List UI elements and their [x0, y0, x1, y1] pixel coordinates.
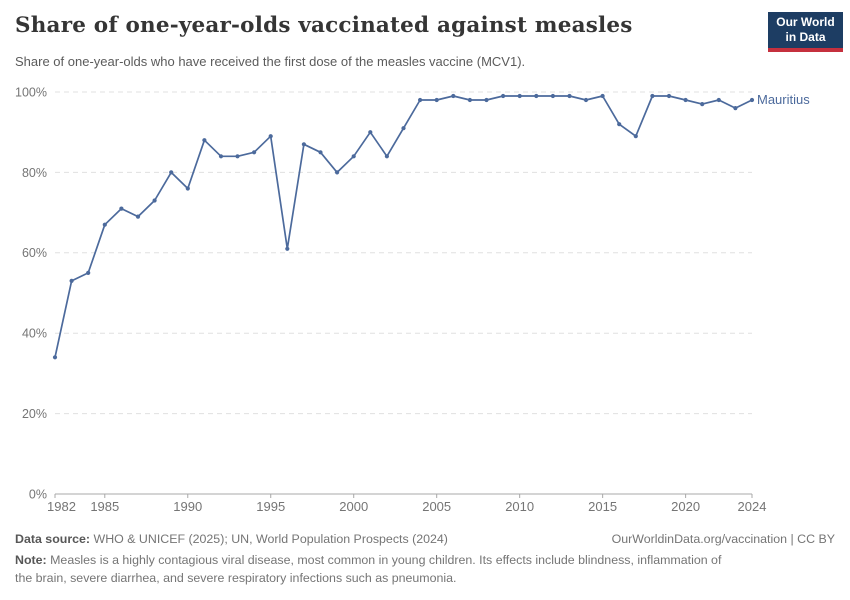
- data-point[interactable]: [252, 150, 257, 155]
- data-point[interactable]: [401, 126, 406, 131]
- x-axis-tick-label: 2024: [738, 499, 767, 514]
- data-point[interactable]: [202, 138, 207, 143]
- data-point[interactable]: [617, 122, 622, 127]
- data-point[interactable]: [218, 154, 224, 159]
- data-point[interactable]: [650, 93, 655, 99]
- data-point[interactable]: [418, 97, 423, 103]
- data-point[interactable]: [318, 150, 323, 155]
- data-point[interactable]: [102, 222, 107, 227]
- owid-logo-line2: in Data: [785, 30, 826, 44]
- data-point[interactable]: [69, 278, 74, 283]
- data-point[interactable]: [434, 97, 439, 103]
- y-axis-tick-label: 20%: [22, 407, 47, 421]
- owid-logo[interactable]: Our World in Data: [768, 12, 843, 52]
- data-point[interactable]: [268, 134, 273, 139]
- y-axis-tick-label: 80%: [22, 166, 47, 180]
- y-axis-tick-label: 60%: [22, 246, 47, 260]
- data-point[interactable]: [52, 355, 58, 360]
- series-label-mauritius: Mauritius: [757, 92, 810, 108]
- data-point[interactable]: [169, 170, 174, 175]
- data-point[interactable]: [600, 93, 605, 99]
- x-axis-tick-label: 1985: [90, 499, 119, 514]
- data-point[interactable]: [583, 97, 589, 103]
- data-point[interactable]: [451, 93, 456, 99]
- y-axis-tick-label: 40%: [22, 327, 47, 341]
- data-point[interactable]: [467, 97, 472, 103]
- data-point[interactable]: [152, 198, 157, 203]
- note-text: Measles is a highly contagious viral dis…: [15, 552, 722, 585]
- data-point[interactable]: [666, 93, 672, 99]
- data-point[interactable]: [716, 97, 721, 103]
- data-point[interactable]: [633, 134, 638, 139]
- data-point[interactable]: [384, 154, 389, 159]
- line-chart[interactable]: 0% 20% 40% 60% 80% 100% 1982 1985 1990 1995 2000 20…: [0, 76, 850, 526]
- x-axis-tick-label: 2005: [422, 499, 451, 514]
- data-point[interactable]: [119, 206, 124, 211]
- data-point[interactable]: [351, 154, 356, 159]
- data-source-line: Data source: WHO & UNICEF (2025); UN, Wo…: [15, 531, 448, 549]
- x-axis-tick-label: 2000: [339, 499, 368, 514]
- x-axis-tick-label: 1995: [256, 499, 285, 514]
- owid-logo-line1: Our World: [776, 15, 835, 29]
- y-axis-tick-label: 0%: [29, 487, 47, 501]
- note-label: Note:: [15, 552, 47, 567]
- data-point[interactable]: [185, 186, 190, 191]
- data-source-label: Data source:: [15, 532, 91, 546]
- trend-line: [54, 95, 753, 359]
- data-point[interactable]: [567, 93, 572, 99]
- data-point[interactable]: [135, 214, 141, 219]
- data-point[interactable]: [749, 97, 755, 103]
- data-point[interactable]: [534, 93, 539, 99]
- x-axis-tick-label: 1990: [173, 499, 202, 514]
- data-point[interactable]: [700, 102, 705, 107]
- data-source-text: WHO & UNICEF (2025); UN, World Populatio…: [90, 532, 448, 546]
- data-point[interactable]: [335, 170, 340, 175]
- data-point[interactable]: [683, 97, 688, 103]
- x-axis-tick-label: 2010: [505, 499, 534, 514]
- data-point[interactable]: [550, 93, 556, 99]
- license-link[interactable]: OurWorldinData.org/vaccination | CC BY: [611, 532, 835, 546]
- x-axis-tick-label: 2015: [588, 499, 617, 514]
- x-axis-tick-label: 2020: [671, 499, 700, 514]
- data-point[interactable]: [301, 142, 306, 147]
- data-point[interactable]: [235, 154, 240, 159]
- x-axis-tick-label: 1982: [47, 499, 76, 514]
- data-point[interactable]: [501, 93, 506, 99]
- data-point[interactable]: [285, 246, 290, 251]
- data-point[interactable]: [86, 270, 91, 275]
- chart-footer: Data source: WHO & UNICEF (2025); UN, Wo…: [15, 531, 835, 588]
- page-title: Share of one-year-olds vaccinated agains…: [15, 13, 633, 38]
- data-point[interactable]: [517, 93, 522, 99]
- data-point[interactable]: [368, 130, 373, 135]
- data-point[interactable]: [733, 106, 738, 111]
- y-axis-tick-label: 100%: [15, 85, 47, 99]
- data-point[interactable]: [484, 97, 489, 103]
- note-line: Note: Measles is a highly contagious vir…: [15, 552, 723, 588]
- chart-subtitle: Share of one-year-olds who have received…: [15, 54, 526, 69]
